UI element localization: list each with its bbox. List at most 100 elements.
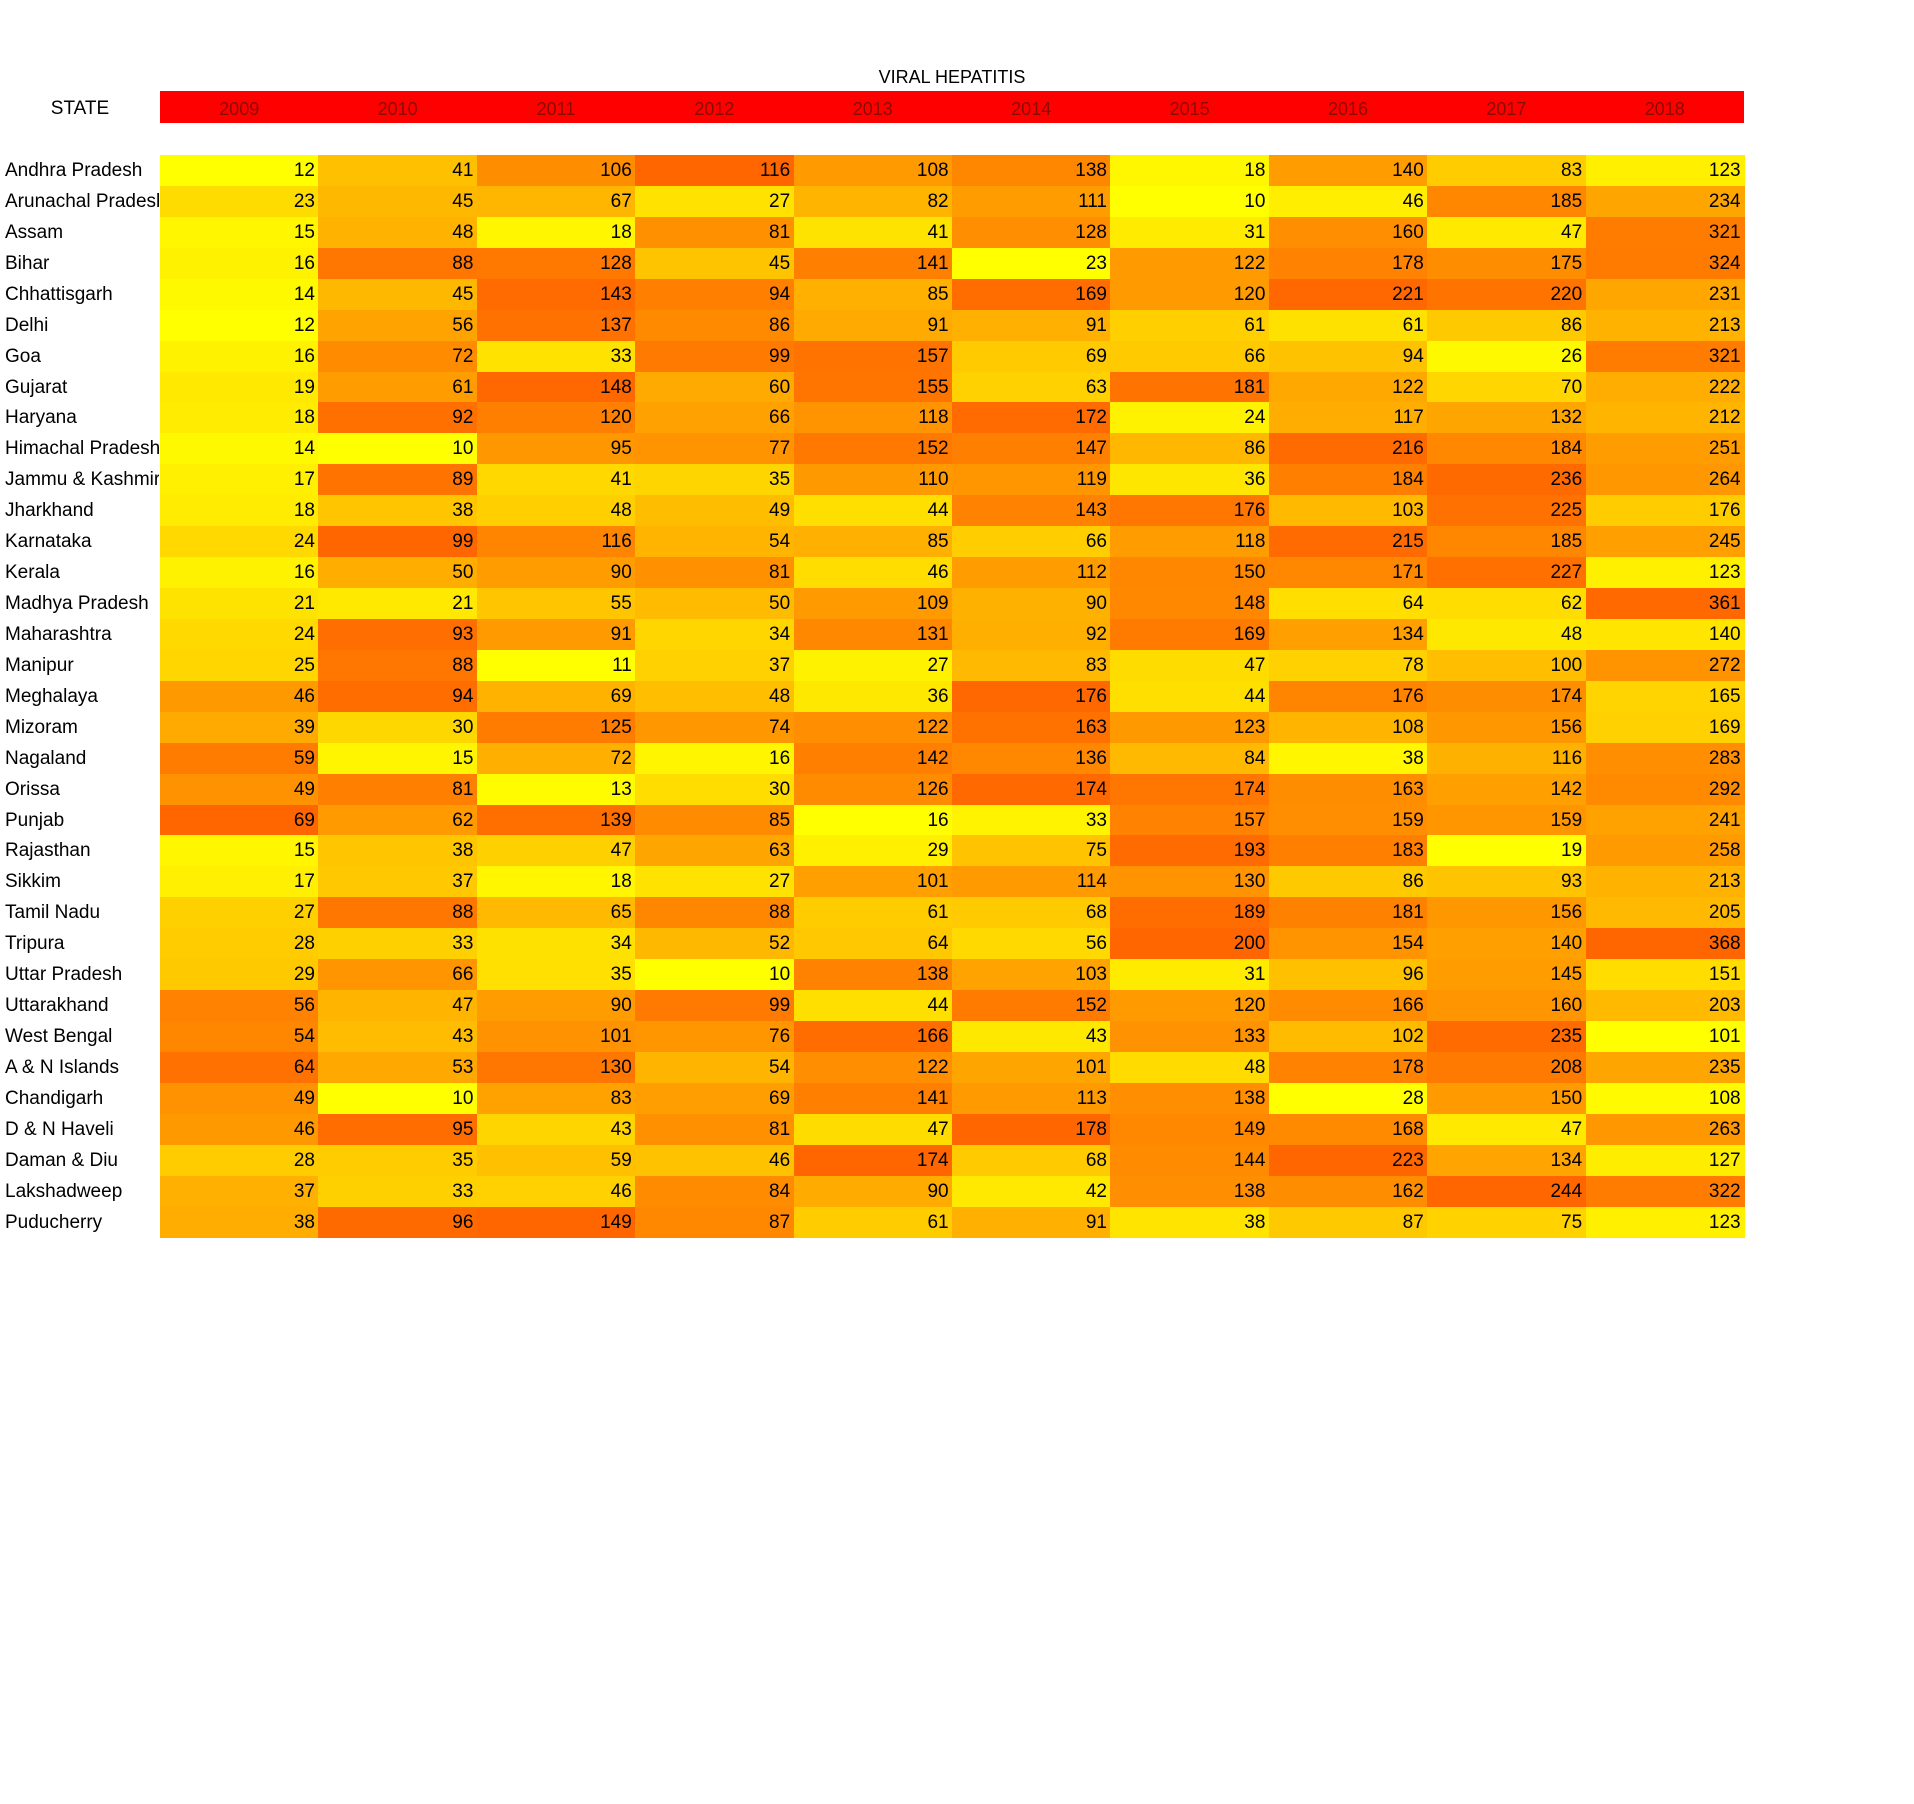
heatmap-cell: 17	[160, 866, 319, 898]
heatmap-cell: 145	[1427, 959, 1587, 991]
heatmap-cell: 81	[635, 557, 795, 589]
heatmap-cell: 205	[1585, 897, 1745, 929]
heatmap-cell: 155	[793, 371, 953, 403]
heatmap-cell: 96	[318, 1206, 478, 1239]
row-label: Meghalaya	[5, 685, 98, 707]
heatmap-cell: 48	[1427, 618, 1587, 651]
heatmap-cell: 138	[952, 155, 1111, 187]
heatmap-cell: 66	[635, 402, 795, 434]
heatmap-cell: 56	[952, 928, 1111, 960]
heatmap-cell: 148	[1110, 588, 1270, 620]
heatmap-cell: 59	[160, 742, 319, 775]
heatmap-cell: 150	[1427, 1082, 1587, 1115]
heatmap-cell: 34	[476, 928, 636, 960]
heatmap-cell: 17	[160, 464, 319, 496]
heatmap-cell: 46	[635, 1144, 795, 1177]
heatmap-cell: 264	[1585, 464, 1745, 496]
heatmap-cell: 47	[793, 1113, 953, 1146]
heatmap-cell: 142	[1427, 773, 1587, 806]
heatmap-cell: 85	[793, 526, 953, 558]
heatmap-cell: 122	[1110, 247, 1270, 280]
heatmap-cell: 25	[160, 649, 319, 682]
heatmap-cell: 171	[1268, 557, 1428, 589]
heatmap-cell: 72	[318, 340, 478, 373]
heatmap-cell: 11	[476, 649, 636, 682]
heatmap-cell: 62	[1427, 588, 1587, 620]
heatmap-cell: 69	[476, 680, 636, 713]
heatmap-cell: 184	[1427, 433, 1587, 465]
heatmap-cell: 31	[1110, 959, 1270, 991]
year-header-2018: 2018	[1644, 99, 1685, 119]
heatmap-cell: 47	[476, 835, 636, 867]
heatmap-cell: 43	[952, 1021, 1111, 1053]
heatmap-cell: 122	[793, 711, 953, 744]
heatmap-cell: 27	[793, 649, 953, 682]
heatmap-cell: 15	[160, 835, 319, 867]
heatmap-cell: 101	[476, 1021, 636, 1053]
heatmap-cell: 149	[476, 1206, 636, 1239]
state-column-header: STATE	[50, 98, 110, 119]
row-label: Bihar	[5, 252, 50, 274]
heatmap-cell: 111	[952, 185, 1111, 218]
heatmap-cell: 39	[160, 711, 319, 744]
heatmap-cell: 134	[1268, 618, 1428, 651]
heatmap-cell: 30	[635, 773, 795, 806]
heatmap-cell: 93	[1427, 866, 1587, 898]
heatmap-cell: 33	[318, 928, 478, 960]
heatmap-cell: 56	[318, 309, 478, 342]
heatmap-cell: 43	[318, 1021, 478, 1053]
heatmap-cell: 166	[793, 1021, 953, 1053]
heatmap-cell: 44	[793, 495, 953, 527]
heatmap-cell: 37	[318, 866, 478, 898]
heatmap-cell: 31	[1110, 216, 1270, 249]
heatmap-cell: 176	[1110, 495, 1270, 527]
row-label: Jharkhand	[5, 500, 94, 522]
heatmap-cell: 30	[318, 711, 478, 744]
heatmap-cell: 65	[476, 897, 636, 929]
heatmap-cell: 99	[635, 340, 795, 373]
heatmap-cell: 227	[1427, 557, 1587, 589]
heatmap-cell: 63	[635, 835, 795, 867]
heatmap-cell: 116	[635, 155, 795, 187]
heatmap-cell: 15	[318, 742, 478, 775]
heatmap-cell: 112	[952, 557, 1111, 589]
row-label: Karnataka	[5, 531, 92, 553]
heatmap-cell: 50	[635, 588, 795, 620]
heatmap-cell: 151	[1585, 959, 1745, 991]
heatmap-cell: 27	[635, 866, 795, 898]
row-label: Tamil Nadu	[5, 902, 101, 924]
year-header-2009: 2009	[219, 99, 260, 119]
heatmap-cell: 37	[635, 649, 795, 682]
heatmap-cell: 99	[318, 526, 478, 558]
heatmap-cell: 120	[1110, 278, 1270, 311]
heatmap-cell: 84	[1110, 742, 1270, 775]
heatmap-cell: 15	[160, 216, 319, 249]
heatmap-cell: 36	[793, 680, 953, 713]
heatmap-cell: 215	[1268, 526, 1428, 558]
heatmap-cell: 92	[952, 618, 1111, 651]
heatmap-cell: 91	[793, 309, 953, 342]
heatmap-cell: 132	[1427, 402, 1587, 434]
heatmap-cell: 38	[1110, 1206, 1270, 1239]
heatmap-cell: 212	[1585, 402, 1745, 434]
heatmap-cell: 60	[635, 371, 795, 403]
heatmap-cell: 14	[160, 433, 319, 465]
heatmap-cell: 88	[635, 897, 795, 929]
heatmap-cell: 33	[318, 1175, 478, 1208]
row-label: Himachal Pradesh	[5, 438, 159, 460]
row-label: Andhra Pradesh	[5, 160, 143, 181]
heatmap-cell: 41	[476, 464, 636, 496]
heatmap-cell: 272	[1585, 649, 1745, 682]
heatmap-cell: 13	[476, 773, 636, 806]
row-label: Madhya Pradesh	[5, 593, 149, 615]
heatmap-cell: 189	[1110, 897, 1270, 929]
heatmap-cell: 26	[1427, 340, 1587, 373]
heatmap-cell: 36	[1110, 464, 1270, 496]
heatmap-cell: 16	[160, 557, 319, 589]
heatmap-cell: 66	[952, 526, 1111, 558]
heatmap-cell: 69	[952, 340, 1111, 373]
heatmap-cell: 163	[1268, 773, 1428, 806]
heatmap-cell: 174	[1110, 773, 1270, 806]
heatmap-cell: 70	[1427, 371, 1587, 403]
heatmap-cell: 44	[1110, 680, 1270, 713]
